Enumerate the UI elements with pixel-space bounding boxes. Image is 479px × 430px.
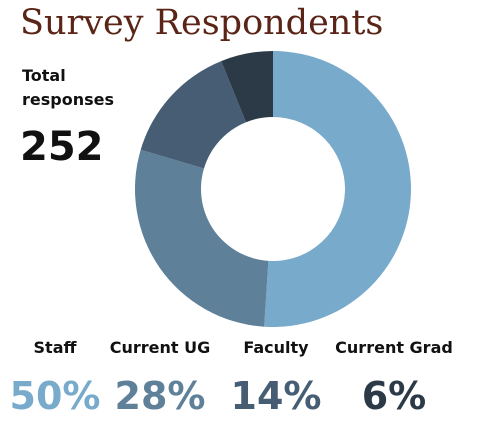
chart-title: Survey Respondents — [20, 3, 384, 43]
legend-percent-current-grad: 6% — [361, 374, 427, 418]
total-responses-label: Total responses — [22, 66, 114, 109]
total-responses-value: 252 — [20, 124, 104, 170]
legend-label-current-ug: Current UG — [109, 338, 211, 357]
legend-label-faculty: Faculty — [243, 338, 309, 357]
legend-label-staff: Staff — [33, 338, 77, 357]
legend-percent-current-ug: 28% — [114, 374, 206, 418]
donut-slice-current-grad — [221, 51, 273, 123]
legend-label-current-grad: Current Grad — [335, 338, 453, 357]
legend-percent-faculty: 14% — [230, 374, 322, 418]
donut-slice-faculty — [140, 61, 246, 169]
donut-slice-staff — [264, 51, 412, 327]
donut-slice-current-ug — [135, 149, 269, 327]
legend-percent-staff: 50% — [9, 374, 101, 418]
